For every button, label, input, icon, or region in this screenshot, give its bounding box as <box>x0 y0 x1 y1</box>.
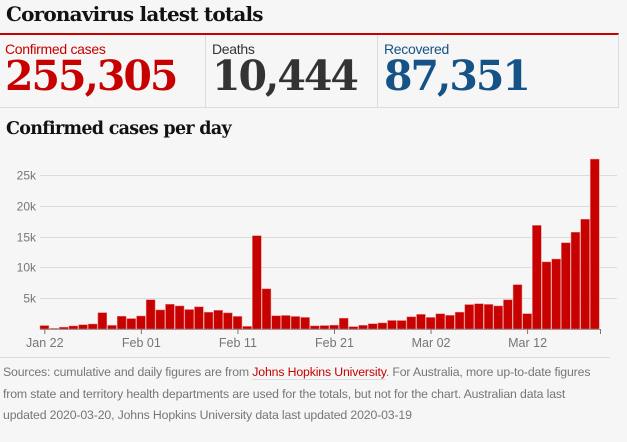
bar <box>416 314 426 330</box>
bar <box>532 225 542 330</box>
bar <box>483 304 494 330</box>
bar <box>580 218 590 330</box>
bar <box>213 310 223 330</box>
bar <box>145 299 156 330</box>
total-recovered-label: Recovered <box>384 41 450 57</box>
bar <box>107 325 117 330</box>
page-title: Coronavirus latest totals <box>6 2 264 26</box>
gridlines <box>40 175 617 299</box>
sources-note: Sources: cumulative and daily figures ar… <box>3 362 603 427</box>
y-tick-label: 20k <box>17 200 37 214</box>
bar <box>281 315 291 330</box>
bar <box>541 261 552 330</box>
x-tick-label: Feb 01 <box>122 336 161 350</box>
bar <box>184 309 194 330</box>
x-tick-label: Feb 11 <box>219 336 257 350</box>
bar <box>116 316 127 330</box>
bar <box>368 323 378 330</box>
bar <box>126 318 137 330</box>
bar <box>319 325 330 330</box>
bar <box>300 317 310 330</box>
bar <box>155 309 165 330</box>
bars <box>39 158 600 330</box>
bar <box>261 288 272 330</box>
bar <box>49 328 59 330</box>
sources-suffix: . For Australia, more up-to-date figures… <box>3 365 591 422</box>
bar <box>165 304 175 330</box>
bar <box>512 284 523 330</box>
bar <box>59 326 69 330</box>
y-tick-label: 10k <box>17 261 37 275</box>
total-recovered: Recovered 87,351 <box>377 35 617 107</box>
bar <box>474 303 484 330</box>
bar <box>493 305 503 330</box>
bar <box>339 317 349 330</box>
x-tick-label: Feb 21 <box>315 336 354 350</box>
bar <box>570 231 581 330</box>
bar <box>425 317 436 330</box>
bar <box>223 312 233 330</box>
y-tick-label: 15k <box>17 231 37 245</box>
bar <box>290 316 301 330</box>
bar <box>522 313 532 330</box>
bar <box>358 325 368 330</box>
bar <box>551 258 561 330</box>
divider <box>0 357 610 358</box>
bar <box>396 320 407 330</box>
bar <box>561 242 571 330</box>
total-confirmed: Confirmed cases 255,305 <box>0 35 205 107</box>
bar <box>445 315 455 330</box>
bar <box>242 326 252 330</box>
bar <box>252 235 262 330</box>
x-tick-label: Mar 02 <box>412 336 451 350</box>
x-tick-label: Mar 12 <box>508 336 547 350</box>
bar <box>232 316 243 330</box>
bar <box>203 311 214 330</box>
bar <box>136 315 146 330</box>
total-recovered-value: 87,351 <box>384 52 531 100</box>
chart-title: Confirmed cases per day <box>6 119 232 139</box>
bar <box>406 316 417 330</box>
bar <box>78 324 88 330</box>
totals-panel: Confirmed cases 255,305 Deaths 10,444 Re… <box>0 33 619 108</box>
bar <box>387 320 397 330</box>
bar <box>39 325 50 330</box>
total-deaths-value: 10,444 <box>212 52 359 100</box>
bar <box>88 323 98 330</box>
total-deaths-label: Deaths <box>212 41 255 57</box>
y-tick-label: 25k <box>17 169 37 183</box>
jhu-link[interactable]: Johns Hopkins University <box>252 365 386 380</box>
bar <box>435 313 445 330</box>
bar <box>464 304 474 330</box>
total-confirmed-label: Confirmed cases <box>5 41 106 57</box>
total-confirmed-value: 255,305 <box>5 52 178 100</box>
x-axis: Jan 22 Feb 01 Feb 11 Feb 21 Mar 02 Mar 12 <box>26 329 601 350</box>
bar <box>194 306 204 330</box>
total-deaths: Deaths 10,444 <box>205 35 377 107</box>
bar <box>503 299 513 330</box>
y-axis-labels: 5k 10k 15k 20k 25k <box>17 169 37 306</box>
bar <box>590 158 600 330</box>
daily-cases-chart: 5k 10k 15k 20k 25k Jan 22 Feb 01 Feb 11 Feb 21 M… <box>17 158 617 350</box>
y-tick-label: 5k <box>23 292 37 306</box>
bar <box>329 324 339 330</box>
x-tick-label: Jan 22 <box>26 336 64 350</box>
bar <box>348 326 359 330</box>
bar <box>377 322 388 330</box>
bar <box>174 305 185 330</box>
bar <box>454 311 465 330</box>
bar <box>97 312 108 330</box>
sources-prefix: Sources: cumulative and daily figures ar… <box>3 365 253 379</box>
bar <box>271 315 281 330</box>
bar <box>310 325 320 330</box>
bar <box>68 325 79 330</box>
